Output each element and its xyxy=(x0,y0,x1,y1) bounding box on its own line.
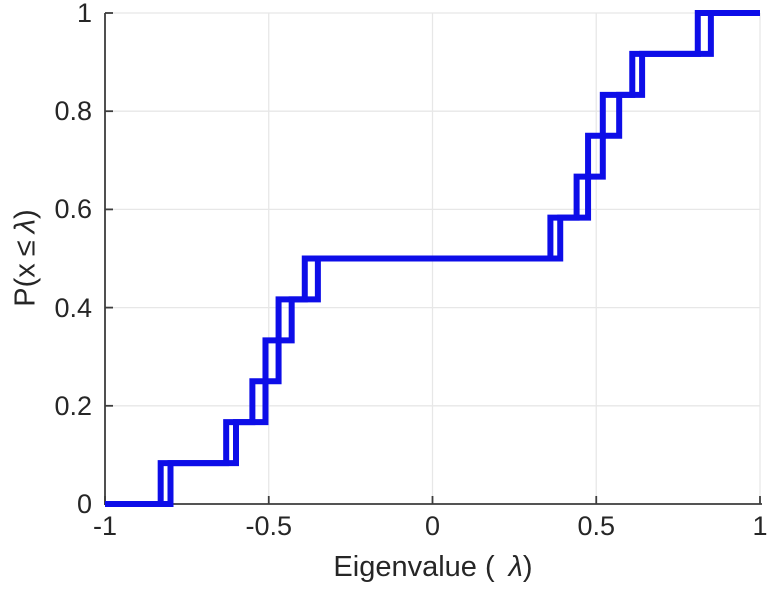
x-axis-label-text: Eigenvalue ( xyxy=(333,551,495,583)
y-axis-label-close: ) xyxy=(9,209,42,219)
xtick-label-1: 1 xyxy=(752,511,768,541)
xtick-label-neg0-5: -0.5 xyxy=(245,511,293,541)
x-axis-label: Eigenvalue ( λ) xyxy=(333,551,532,584)
y-axis-label-leq: ≤ xyxy=(9,240,42,257)
x-axis-label-close: ) xyxy=(522,551,533,583)
y-axis-label-lambda: λ xyxy=(9,218,42,234)
y-axis-label-text: P(x xyxy=(9,263,42,307)
xtick-label-0: 0 xyxy=(424,511,441,541)
ytick-label-0-8: 0.8 xyxy=(54,96,92,127)
x-axis-label-lambda: λ xyxy=(508,551,523,583)
ecdf-staircase-right xyxy=(105,10,760,507)
ytick-label-1: 1 xyxy=(76,0,92,28)
ytick-label-0: 0 xyxy=(76,489,92,519)
ecdf-step-lines xyxy=(105,10,760,507)
ytick-label-0-6: 0.6 xyxy=(54,194,92,225)
y-axis-label: P(x ≤ λ) xyxy=(10,209,43,306)
xtick-label-neg1: -1 xyxy=(92,511,118,541)
ytick-label-0-2: 0.2 xyxy=(54,390,92,421)
xtick-label-0-5: 0.5 xyxy=(577,511,616,541)
ytick-label-0-4: 0.4 xyxy=(54,292,92,323)
